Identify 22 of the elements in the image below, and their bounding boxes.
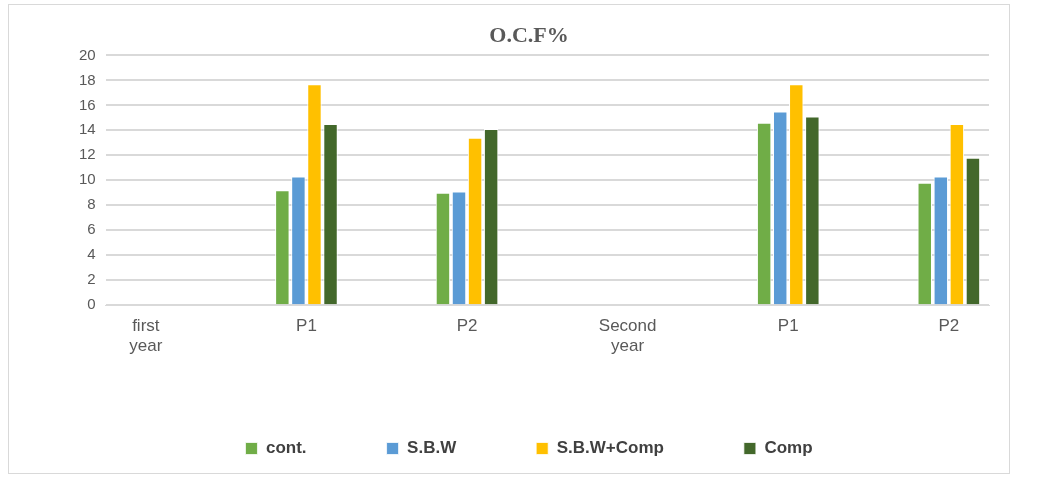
y-tick-label: 8: [87, 195, 96, 213]
legend-label: S.B.W+Comp: [556, 438, 664, 458]
y-tick-label: 12: [79, 145, 96, 163]
x-tick-label: first year: [129, 316, 163, 356]
y-tick-label: 14: [79, 120, 96, 138]
y-tick-label: 4: [87, 245, 96, 263]
x-tick-label: P1: [296, 316, 317, 336]
x-tick-label: P1: [777, 316, 799, 336]
y-tick-label: 6: [87, 220, 96, 238]
y-tick-label: 10: [79, 170, 96, 188]
y-tick-label: 20: [79, 45, 96, 63]
x-tick-label: Second year: [598, 316, 657, 356]
y-tick-label: 0: [87, 295, 96, 313]
legend-label: S.B.W: [407, 438, 458, 458]
x-tick-label: P2: [938, 316, 960, 336]
legend-label: Comp: [764, 438, 813, 458]
x-tick-label: P2: [456, 316, 478, 336]
legend-label: cont.: [265, 438, 307, 458]
y-tick-label: 16: [79, 95, 96, 113]
y-tick-label: 18: [79, 70, 96, 88]
y-tick-label: 2: [87, 270, 96, 288]
chart-title: O.C.F%: [489, 21, 569, 47]
